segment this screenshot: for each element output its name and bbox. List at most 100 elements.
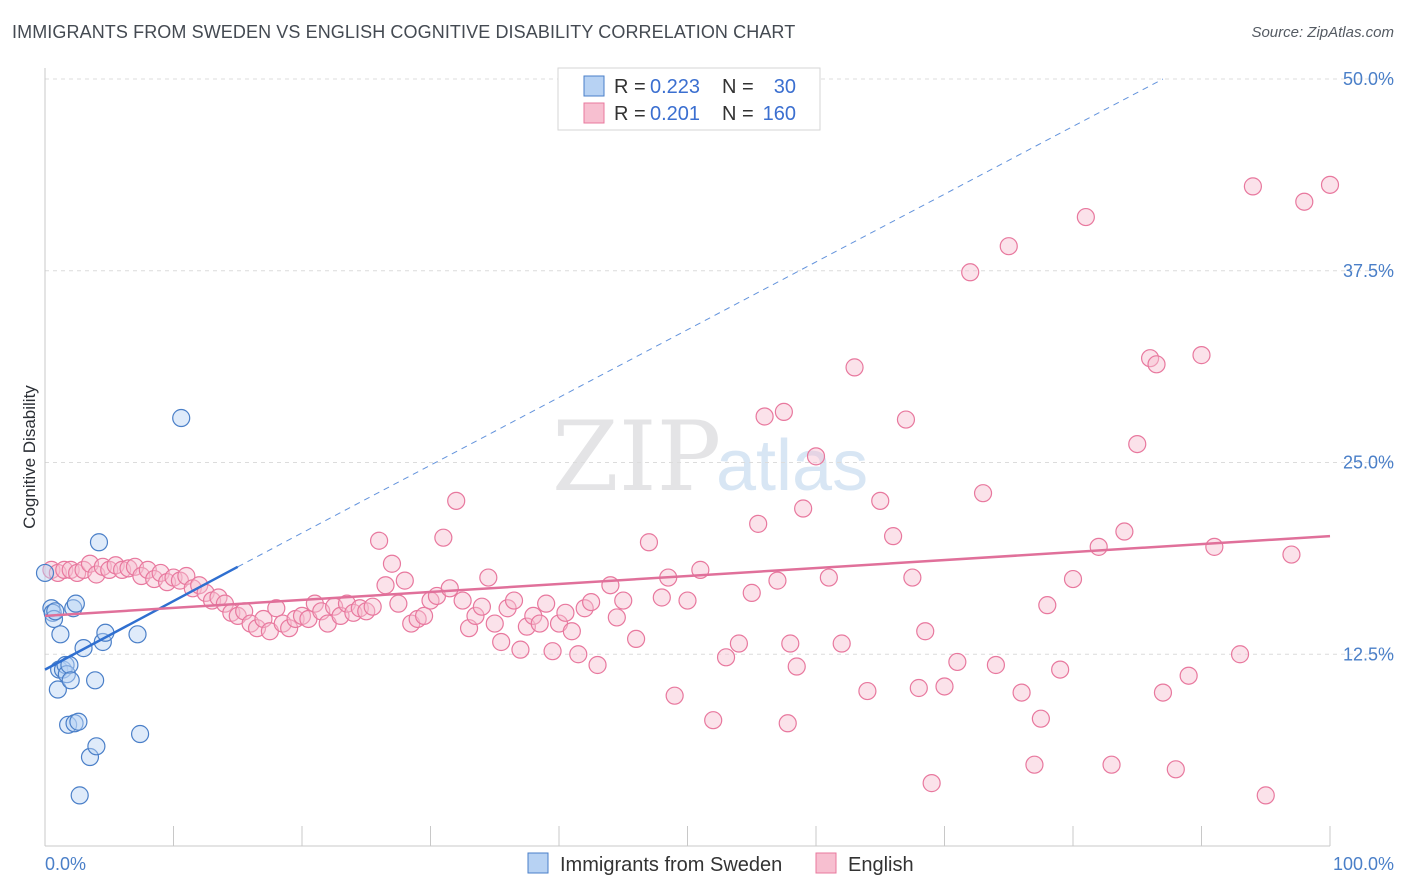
- english-point-101: [755, 407, 774, 426]
- english-point-98: [729, 634, 749, 653]
- sweden-point-16: [66, 594, 85, 613]
- english-point-58: [414, 606, 434, 626]
- english-point-126: [1012, 683, 1031, 702]
- y-tick-labels: 12.5% 25.0% 37.5% 50.0%: [1343, 69, 1394, 664]
- y-tick-label-1: 25.0%: [1343, 453, 1394, 473]
- english-point-99: [742, 583, 761, 602]
- english-point-116: [903, 568, 922, 587]
- english-point-51: [370, 531, 389, 550]
- sweden-point-22: [87, 737, 106, 756]
- english-point-49: [357, 602, 376, 621]
- english-point-107: [794, 499, 813, 518]
- x-tick-label-100: 100.0%: [1333, 854, 1394, 874]
- english-point-121: [948, 652, 967, 672]
- sweden-point-17: [69, 712, 88, 731]
- english-point-67: [472, 597, 491, 616]
- legend-n-label-sweden: N =: [722, 76, 754, 98]
- english-point-81: [562, 622, 581, 641]
- english-point-9: [100, 560, 119, 579]
- english-point-37: [280, 619, 299, 638]
- sweden-point-5: [48, 680, 67, 699]
- english-point-64: [453, 591, 472, 610]
- english-point-68: [479, 568, 498, 587]
- english-point-104: [778, 714, 797, 733]
- sweden-point-7: [51, 625, 70, 644]
- english-point-66: [466, 606, 485, 626]
- legend-box: R = 0.223 N = 30 R = 0.201 N = 160: [557, 67, 821, 131]
- legend-n-value-sweden: 30: [774, 76, 796, 98]
- english-point-69: [485, 614, 504, 633]
- source-credit: Source: ZipAtlas.com: [1251, 24, 1394, 41]
- english-point-55: [395, 571, 414, 590]
- bottom-legend-label-english: English: [848, 854, 914, 876]
- sweden-point-18: [70, 786, 89, 805]
- x-tick-label-0: 0.0%: [45, 854, 86, 874]
- english-point-80: [556, 603, 575, 622]
- sweden-point-20: [80, 747, 100, 767]
- english-point-127: [1025, 755, 1044, 774]
- english-point-73: [511, 640, 530, 659]
- legend-r-value-english: 0.201: [650, 103, 700, 125]
- sweden-point-28: [172, 408, 191, 428]
- english-point-146: [1256, 786, 1275, 805]
- english-point-141: [1179, 666, 1198, 685]
- english-point-91: [652, 588, 671, 607]
- english-point-96: [704, 711, 723, 730]
- english-point-119: [922, 774, 941, 793]
- sweden-point-26: [128, 625, 147, 644]
- english-point-132: [1076, 207, 1095, 227]
- english-point-62: [440, 579, 459, 598]
- english-point-112: [858, 681, 877, 701]
- watermark-zip: ZIP: [552, 401, 721, 513]
- english-point-100: [749, 514, 768, 533]
- trend-lines: [44, 78, 1331, 671]
- english-point-93: [665, 686, 684, 705]
- english-point-77: [537, 594, 556, 613]
- english-point-145: [1243, 177, 1263, 196]
- sweden-point-4: [46, 602, 65, 621]
- english-point-118: [916, 622, 935, 641]
- english-point-63: [447, 491, 466, 510]
- english-point-122: [961, 263, 980, 282]
- english-point-124: [986, 655, 1006, 675]
- sweden-point-0: [35, 563, 55, 583]
- bottom-legend-swatch-english: [815, 852, 837, 874]
- english-point-138: [1147, 355, 1166, 374]
- english-point-50: [363, 597, 382, 616]
- english-point-84: [582, 592, 601, 612]
- english-point-102: [768, 571, 787, 590]
- english-point-106: [787, 657, 806, 676]
- english-point-128: [1031, 709, 1050, 728]
- sweden-points: [35, 408, 191, 805]
- english-point-120: [935, 677, 954, 696]
- sweden-point-27: [130, 724, 150, 744]
- sweden-point-23: [89, 533, 109, 552]
- english-point-35: [267, 599, 286, 618]
- english-point-89: [626, 629, 646, 649]
- english-point-147: [1282, 545, 1301, 564]
- english-point-117: [909, 678, 928, 698]
- english-point-110: [832, 634, 851, 653]
- sweden-point-21: [86, 671, 105, 690]
- english-point-114: [883, 527, 903, 546]
- x-tick-marks: [44, 826, 1331, 846]
- y-tick-label-0: 12.5%: [1343, 644, 1394, 664]
- english-point-115: [896, 410, 916, 429]
- english-point-72: [504, 591, 524, 610]
- english-point-113: [871, 491, 890, 510]
- legend-r-label-sweden: R =: [614, 76, 646, 98]
- english-point-123: [973, 484, 993, 503]
- legend-r-label-english: R =: [614, 103, 646, 125]
- english-point-108: [806, 447, 826, 466]
- sweden-point-11: [59, 715, 78, 734]
- english-point-136: [1128, 434, 1147, 454]
- english-point-131: [1063, 569, 1083, 589]
- english-point-125: [999, 237, 1018, 256]
- english-point-76: [530, 614, 549, 633]
- english-point-52: [376, 576, 395, 595]
- legend-n-value-english: 160: [763, 103, 796, 125]
- english-point-53: [382, 554, 402, 573]
- english-point-149: [1320, 175, 1340, 194]
- english-point-133: [1089, 537, 1108, 556]
